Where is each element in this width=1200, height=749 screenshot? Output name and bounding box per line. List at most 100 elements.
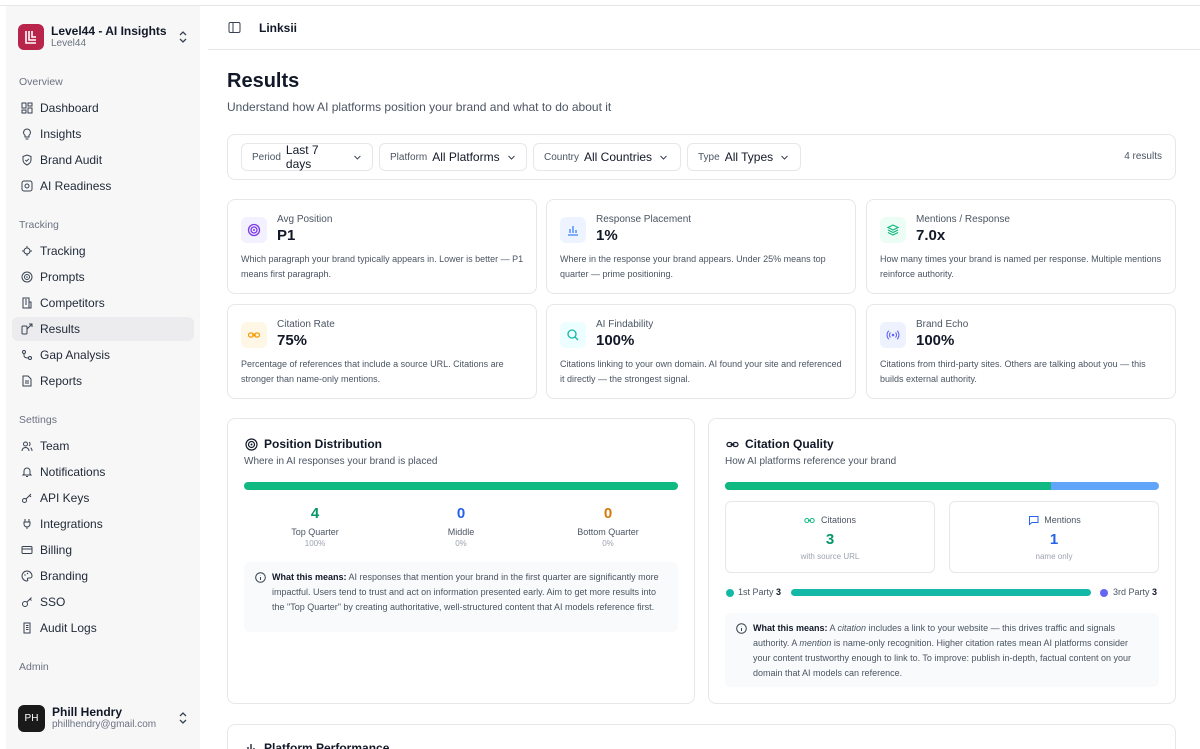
section-label-admin: Admin [19, 661, 49, 673]
dist-label: Middle [447, 527, 475, 537]
citations-sub: with source URL [800, 552, 860, 561]
sidebar-item-sso[interactable]: SSO [12, 590, 194, 614]
third-party-label: 3rd Party 3 [1113, 587, 1157, 597]
sidebar-item-team[interactable]: Team [12, 434, 194, 458]
sidebar-item-branding[interactable]: Branding [12, 564, 194, 588]
note-text: What this means: AI responses that menti… [272, 570, 666, 615]
header-title: Linksii [259, 20, 298, 35]
sidebar-item-prompts[interactable]: Prompts [12, 265, 194, 289]
filter-value: All Platforms [432, 150, 500, 164]
metric-value: P1 [277, 227, 296, 244]
first-party-dot [726, 589, 734, 597]
mentions-label: Mentions [1044, 515, 1081, 525]
bar-chart-icon [247, 744, 255, 749]
sidebar: Level44 - AI Insights Level44 Overview D… [6, 6, 200, 749]
sidebar-item-billing[interactable]: Billing [12, 538, 194, 562]
avatar: PH [18, 704, 45, 732]
sidebar-item-dashboard[interactable]: Dashboard [12, 96, 194, 120]
filter-label: Country [544, 151, 580, 163]
filter-value: Last 7 days [285, 143, 319, 171]
target-icon [20, 179, 34, 193]
platform-filter[interactable]: Platform All Platforms [379, 143, 527, 171]
sidebar-item-api-keys[interactable]: API Keys [12, 486, 194, 510]
sidebar-item-label: Branding [40, 569, 89, 583]
first-party-label: 1st Party 3 [738, 587, 781, 597]
file-icon [20, 374, 34, 388]
link-icon [20, 322, 34, 336]
chevron-down-icon [660, 155, 667, 160]
sidebar-item-competitors[interactable]: Competitors [12, 291, 194, 315]
sidebar-item-label: Competitors [40, 296, 105, 310]
sidebar-item-notifications[interactable]: Notifications [12, 460, 194, 484]
chevron-down-icon [507, 155, 515, 160]
metric-label: Avg Position [277, 214, 333, 225]
plug-icon [20, 517, 34, 531]
metric-description: Citations linking to your own domain. AI… [560, 359, 842, 384]
log-icon [20, 621, 34, 635]
user-menu[interactable]: PH Phill Hendry phillhendry@gmail.com [18, 701, 190, 735]
citations-value: 3 [825, 531, 835, 548]
key-icon [20, 595, 34, 609]
sidebar-item-label: API Keys [40, 491, 90, 505]
dist-value: 0 [456, 505, 466, 522]
metric-description: Citations from third-party sites. Others… [880, 359, 1146, 384]
distribution-bar-fill [244, 482, 678, 490]
sidebar-item-reports[interactable]: Reports [12, 369, 194, 393]
note-em: citation [837, 623, 867, 633]
sidebar-toggle-button[interactable] [220, 14, 248, 42]
link-icon [725, 437, 739, 451]
period-filter[interactable]: Period Last 7 days [241, 143, 373, 171]
first-party-label-text: 1st Party [738, 587, 774, 597]
note-text: What this means: A citation includes a l… [753, 621, 1147, 681]
user-email: phillhendry@gmail.com [52, 719, 157, 730]
metric-label: Response Placement [596, 214, 692, 225]
dashboard-icon [20, 101, 34, 115]
workspace-switcher[interactable]: Level44 - AI Insights Level44 [18, 22, 190, 52]
top-header: Linksii [208, 6, 1200, 50]
layers-icon [880, 217, 906, 243]
sidebar-item-label: Prompts [40, 270, 85, 284]
type-filter[interactable]: Type All Types [687, 143, 801, 171]
filter-value: All Countries [584, 150, 653, 164]
sidebar-item-label: Dashboard [40, 101, 99, 115]
metric-label: Brand Echo [916, 319, 969, 330]
sidebar-item-gap-analysis[interactable]: Gap Analysis [12, 343, 194, 367]
branch-icon [20, 348, 34, 362]
panel-title-text: Platform Performance [264, 741, 390, 749]
dist-bottom-quarter: 0 Bottom Quarter 0% [538, 505, 678, 548]
sidebar-item-label: Notifications [40, 465, 106, 479]
panel-left-icon [228, 22, 240, 33]
sidebar-item-audit-logs[interactable]: Audit Logs [12, 616, 194, 640]
target-icon [244, 437, 258, 451]
country-filter[interactable]: Country All Countries [533, 143, 681, 171]
card-icon [20, 543, 34, 557]
message-icon [1027, 514, 1039, 526]
sidebar-item-label: Team [40, 439, 70, 453]
citation-bar-track [725, 482, 1159, 490]
filter-label: Platform [390, 151, 428, 163]
sidebar-item-brand-audit[interactable]: Brand Audit [12, 148, 194, 172]
filter-value: All Types [724, 150, 774, 164]
panel-title-text: Position Distribution [264, 437, 382, 451]
note-body: is name-only recognition. Higher citatio… [753, 638, 1132, 678]
sidebar-item-label: Insights [40, 127, 82, 141]
sidebar-item-integrations[interactable]: Integrations [12, 512, 194, 536]
search-icon [560, 322, 586, 348]
dist-value: 0 [603, 505, 613, 522]
metric-value: 7.0x [916, 227, 946, 244]
party-split-row: 1st Party 3 3rd Party 3 [725, 587, 1159, 599]
sidebar-item-ai-readiness[interactable]: AI Readiness [12, 174, 194, 198]
metric-value: 100% [916, 332, 955, 349]
citations-label: Citations [820, 515, 856, 525]
dist-percent: 0% [602, 539, 614, 548]
sidebar-item-insights[interactable]: Insights [12, 122, 194, 146]
metric-description: Which paragraph your brand typically app… [241, 254, 524, 279]
citation-bar-fill [725, 482, 1051, 490]
position-distribution-panel: Position Distribution Where in AI respon… [227, 418, 695, 704]
citation-quality-panel: Citation Quality How AI platforms refere… [708, 418, 1176, 704]
sidebar-item-tracking[interactable]: Tracking [12, 239, 194, 263]
metric-card-response-placement: Response Placement 1% Where in the respo… [546, 199, 856, 294]
top-strip [0, 0, 1200, 6]
sidebar-item-results[interactable]: Results [12, 317, 194, 341]
dist-label: Bottom Quarter [577, 527, 639, 537]
